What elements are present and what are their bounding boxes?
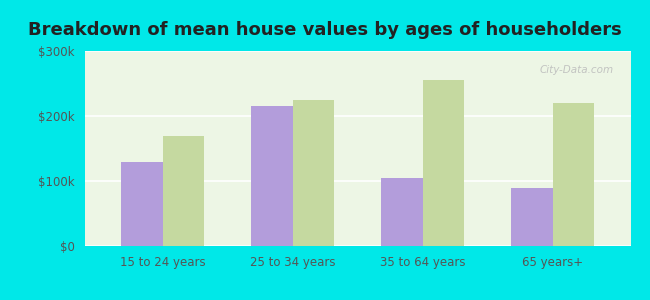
Bar — [162, 136, 204, 246]
Bar — [511, 188, 552, 246]
Text: Breakdown of mean house values by ages of householders: Breakdown of mean house values by ages o… — [28, 21, 622, 39]
Bar — [552, 103, 594, 246]
Bar — [121, 161, 162, 246]
Bar — [381, 178, 422, 246]
Bar — [422, 80, 464, 246]
Text: City-Data.com: City-Data.com — [540, 64, 614, 75]
Bar — [251, 106, 292, 246]
Bar — [292, 100, 334, 246]
